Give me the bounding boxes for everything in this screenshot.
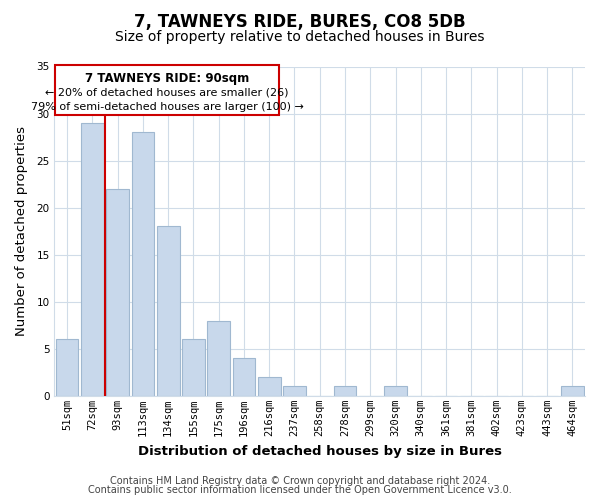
Bar — [157, 226, 179, 396]
X-axis label: Distribution of detached houses by size in Bures: Distribution of detached houses by size … — [138, 444, 502, 458]
Bar — [55, 64, 279, 116]
Text: 79% of semi-detached houses are larger (100) →: 79% of semi-detached houses are larger (… — [31, 102, 304, 113]
Text: 7 TAWNEYS RIDE: 90sqm: 7 TAWNEYS RIDE: 90sqm — [85, 72, 249, 85]
Bar — [182, 340, 205, 396]
Bar — [384, 386, 407, 396]
Bar — [283, 386, 306, 396]
Bar — [258, 377, 281, 396]
Text: Contains HM Land Registry data © Crown copyright and database right 2024.: Contains HM Land Registry data © Crown c… — [110, 476, 490, 486]
Y-axis label: Number of detached properties: Number of detached properties — [15, 126, 28, 336]
Bar — [131, 132, 154, 396]
Bar — [233, 358, 255, 396]
Text: Size of property relative to detached houses in Bures: Size of property relative to detached ho… — [115, 30, 485, 44]
Text: Contains public sector information licensed under the Open Government Licence v3: Contains public sector information licen… — [88, 485, 512, 495]
Bar — [81, 123, 104, 396]
Bar — [334, 386, 356, 396]
Text: ← 20% of detached houses are smaller (26): ← 20% of detached houses are smaller (26… — [46, 87, 289, 97]
Bar — [561, 386, 584, 396]
Bar — [106, 189, 129, 396]
Bar — [207, 320, 230, 396]
Bar — [56, 340, 79, 396]
Text: 7, TAWNEYS RIDE, BURES, CO8 5DB: 7, TAWNEYS RIDE, BURES, CO8 5DB — [134, 12, 466, 30]
